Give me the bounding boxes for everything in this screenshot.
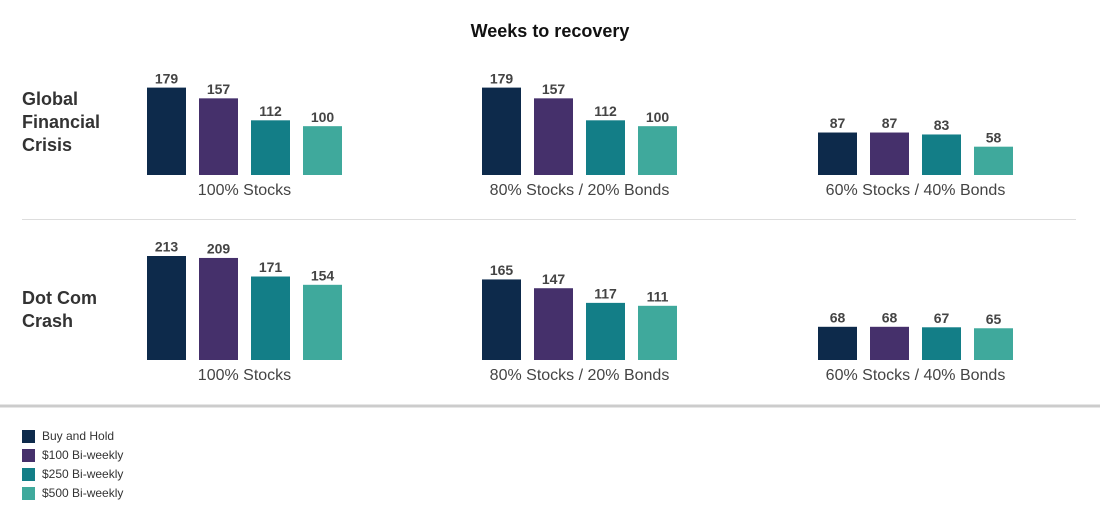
legend-swatch xyxy=(22,487,35,500)
value-label: 112 xyxy=(259,103,282,119)
bar xyxy=(482,87,521,175)
value-label: 157 xyxy=(207,81,231,97)
bar xyxy=(303,284,342,360)
legend-swatch xyxy=(22,430,35,443)
value-label: 100 xyxy=(311,109,335,125)
bar xyxy=(586,120,625,175)
value-label: 157 xyxy=(542,81,566,97)
bar xyxy=(818,132,857,175)
bar xyxy=(638,305,677,360)
legend-label: $250 Bi-weekly xyxy=(42,467,123,481)
panel-label: 100% Stocks xyxy=(198,182,291,199)
value-label: 209 xyxy=(207,241,231,257)
bar xyxy=(586,302,625,360)
value-label: 179 xyxy=(490,70,514,86)
bar xyxy=(199,98,238,175)
value-label: 65 xyxy=(986,311,1002,327)
bar xyxy=(870,326,909,360)
bar xyxy=(303,126,342,175)
bar xyxy=(922,327,961,360)
value-label: 83 xyxy=(934,117,950,133)
bar xyxy=(974,146,1013,175)
bar xyxy=(482,279,521,360)
value-label: 165 xyxy=(490,262,514,278)
bar xyxy=(870,132,909,175)
value-label: 68 xyxy=(830,310,846,326)
value-label: 112 xyxy=(594,103,617,119)
value-label: 87 xyxy=(830,115,846,131)
panel-label: 60% Stocks / 40% Bonds xyxy=(826,367,1006,384)
value-label: 154 xyxy=(311,268,335,284)
bar xyxy=(974,328,1013,360)
value-label: 100 xyxy=(646,109,670,125)
row-label: Global Financial Crisis xyxy=(22,89,101,155)
bar xyxy=(199,257,238,360)
value-label: 117 xyxy=(594,286,617,302)
legend-label: $100 Bi-weekly xyxy=(42,448,123,462)
bar xyxy=(534,288,573,360)
panel-label: 80% Stocks / 20% Bonds xyxy=(490,367,670,384)
legend-label: Buy and Hold xyxy=(42,429,114,443)
bar xyxy=(534,98,573,175)
panel-label: 60% Stocks / 40% Bonds xyxy=(826,182,1006,199)
legend-swatch xyxy=(22,468,35,481)
row-label: Dot Com Crash xyxy=(22,288,97,331)
value-label: 111 xyxy=(647,289,669,305)
value-label: 67 xyxy=(934,310,950,326)
bar xyxy=(251,276,290,360)
value-label: 179 xyxy=(155,70,179,86)
value-label: 58 xyxy=(986,129,1002,145)
value-label: 68 xyxy=(882,310,898,326)
panel-label: 100% Stocks xyxy=(198,367,291,384)
value-label: 87 xyxy=(882,115,898,131)
bar xyxy=(251,120,290,175)
legend-swatch xyxy=(22,449,35,462)
bar xyxy=(638,126,677,175)
legend-label: $500 Bi-weekly xyxy=(42,486,123,500)
bar xyxy=(147,87,186,175)
bar xyxy=(818,326,857,360)
value-label: 213 xyxy=(155,239,179,255)
panel-label: 80% Stocks / 20% Bonds xyxy=(490,182,670,199)
bar xyxy=(922,134,961,175)
value-label: 171 xyxy=(259,259,283,275)
chart-title: Weeks to recovery xyxy=(471,21,630,41)
value-label: 147 xyxy=(542,271,566,287)
bar xyxy=(147,256,186,360)
